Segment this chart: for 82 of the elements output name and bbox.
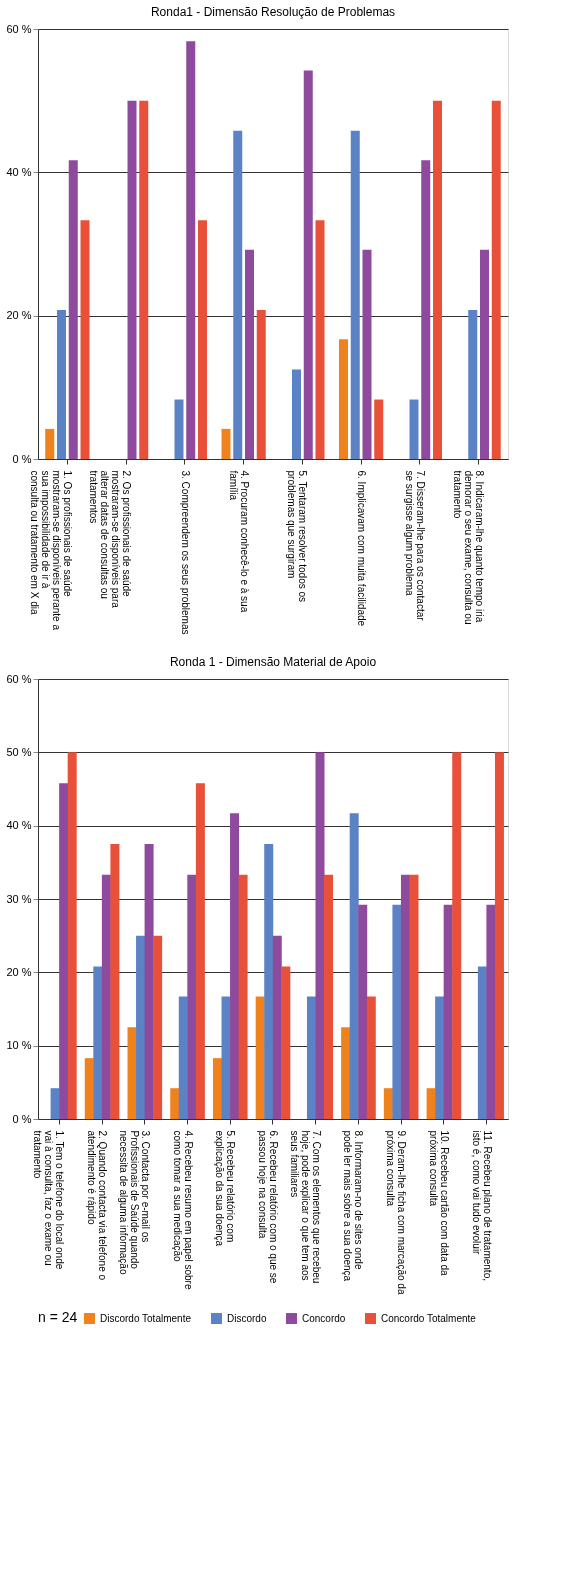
legend-label: Concordo Totalmente	[381, 1312, 477, 1324]
bar	[80, 220, 90, 459]
bar	[136, 935, 146, 1119]
bar	[238, 874, 248, 1119]
bar	[221, 428, 231, 459]
bar	[435, 996, 445, 1119]
bar	[400, 874, 410, 1119]
y-tick-label: 60 %	[6, 22, 32, 35]
x-tick-label: 3. Compreendem os seus problemas	[179, 470, 191, 635]
bar	[315, 752, 325, 1119]
text: n = 24	[38, 1309, 78, 1325]
bar	[292, 369, 301, 459]
bar	[170, 1088, 180, 1119]
x-tick-label: 4. Procuram conhecê-lo e à sua família	[227, 470, 250, 613]
bar	[59, 783, 69, 1119]
bar	[409, 874, 419, 1119]
bar	[144, 844, 154, 1119]
bar	[174, 399, 184, 459]
bar	[421, 160, 431, 459]
bar	[362, 249, 372, 459]
bar	[45, 428, 55, 459]
x-tick-label: 1. Tem o telefone do local onde vai à consulta, faz o exame ou tratamento	[32, 1130, 66, 1270]
bar	[452, 752, 462, 1119]
y-tick-label: 40 %	[6, 165, 32, 178]
y-tick-label: 0 %	[12, 1112, 32, 1125]
y-tick-label: 20 %	[6, 965, 32, 978]
bar	[339, 339, 348, 459]
bar	[358, 904, 368, 1119]
legend-label: Concordo	[302, 1312, 346, 1324]
bar	[486, 904, 496, 1119]
bar	[409, 399, 419, 459]
bar	[187, 874, 197, 1119]
bar	[480, 249, 489, 459]
bar	[350, 130, 360, 459]
bar	[349, 813, 359, 1119]
bar	[426, 1088, 436, 1119]
bar	[374, 399, 384, 459]
y-tick-label: 10 %	[6, 1039, 32, 1052]
bar	[315, 220, 325, 459]
y-tick-label: 40 %	[6, 819, 32, 832]
legend-label: Discordo Totalmente	[100, 1312, 192, 1324]
x-tick-label: 6. Implicavam com muita facilidade	[356, 470, 368, 627]
bar	[306, 996, 316, 1119]
bar	[491, 100, 501, 459]
bar	[233, 130, 243, 459]
bar	[433, 100, 442, 459]
bar	[186, 41, 196, 459]
bar	[153, 935, 163, 1119]
bar	[383, 1088, 393, 1119]
bar	[324, 874, 334, 1119]
bar	[67, 752, 77, 1119]
bar	[392, 904, 402, 1119]
bar	[212, 1058, 222, 1119]
bar	[68, 160, 78, 459]
bar	[303, 70, 313, 459]
chart-title: Ronda 1 - Dimensão Material de Apoio	[169, 655, 377, 669]
bar	[366, 996, 376, 1119]
bar	[468, 309, 478, 459]
y-tick-label: 50 %	[6, 745, 32, 758]
bar	[50, 1088, 60, 1119]
bar	[272, 935, 282, 1119]
x-tick-label: 1. Os profissionais de saúde mostraram-se disponíveis perante a sua impossibilidade de ir à consulta ou tratamento em X dia	[29, 470, 74, 631]
y-tick-label: 30 %	[6, 892, 32, 905]
bar	[230, 813, 240, 1119]
bar	[110, 844, 120, 1119]
bar	[198, 220, 207, 459]
bar	[494, 752, 504, 1119]
legend-label: Discordo	[227, 1312, 267, 1324]
bar	[195, 783, 205, 1119]
bar	[245, 249, 254, 459]
bar	[281, 966, 291, 1119]
bar	[256, 309, 266, 459]
y-tick-label: 20 %	[6, 309, 32, 322]
bar	[93, 966, 103, 1119]
y-tick-label: 60 %	[6, 672, 32, 685]
bar	[127, 100, 137, 459]
bar	[139, 100, 149, 459]
bar	[57, 309, 66, 459]
chart-title: Ronda1 - Dimensão Resolução de Problemas	[150, 5, 396, 19]
bar	[341, 1027, 351, 1119]
y-tick-label: 0 %	[12, 452, 32, 465]
bar	[264, 844, 274, 1119]
